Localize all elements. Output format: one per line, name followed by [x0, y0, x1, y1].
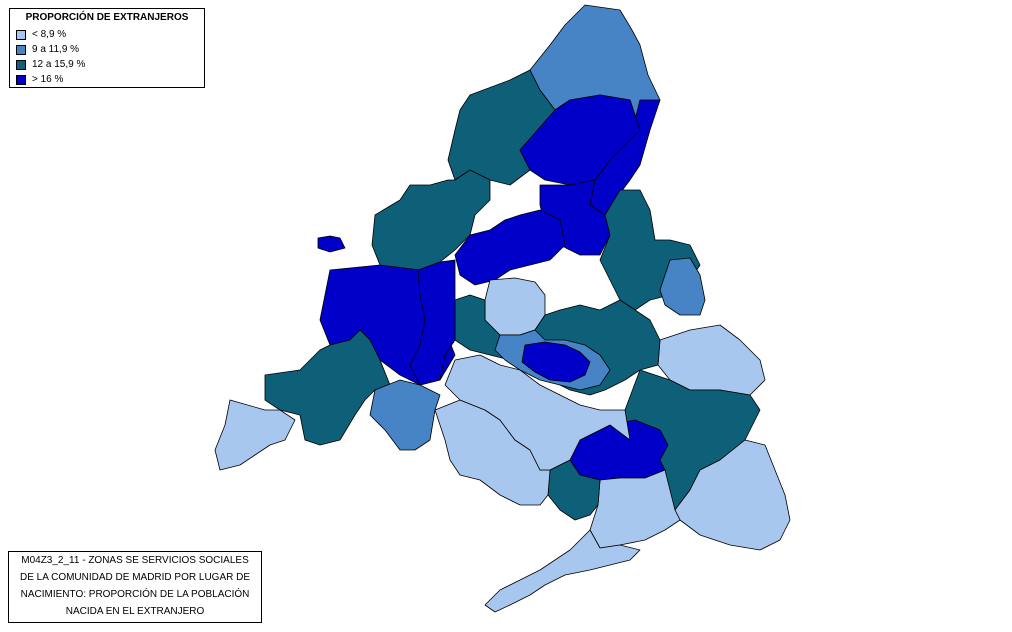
legend-label-3: 12 a 15,9 %	[32, 59, 86, 70]
region-south-teal	[547, 459, 601, 521]
region-north-west-dark	[454, 209, 566, 286]
legend-swatch-1	[16, 29, 26, 40]
legend-item-3: 12 a 15,9 %	[16, 57, 198, 72]
region-west-mid	[371, 169, 491, 271]
region-south-light	[589, 469, 681, 549]
caption-line-4: NACIDA EN EL EXTRANJERO	[65, 606, 205, 617]
region-east-light	[657, 324, 766, 396]
legend-swatch-3	[16, 59, 26, 70]
region-west-blue	[369, 379, 441, 451]
caption-line-3: NACIMIENTO: PROPORCIÓN DE LA POBLACIÓN	[20, 589, 250, 600]
caption-line-1: M04Z3_2_11 - ZONAS SE SERVICIOS SOCIALES	[21, 555, 249, 566]
legend-swatch-4	[16, 74, 26, 85]
legend-item-1: < 8,9 %	[16, 27, 198, 42]
legend-item-4: > 16 %	[16, 72, 198, 87]
region-north-centre	[519, 94, 641, 186]
legend-title: PROPORCIÓN DE EXTRANJEROS	[25, 12, 189, 23]
region-north-west-dark	[409, 259, 456, 386]
region-north-west	[447, 69, 556, 186]
region-central-metro	[521, 341, 591, 383]
legend-label-2: 9 a 11,9 %	[32, 44, 80, 55]
map-caption: M04Z3_2_11 - ZONAS SE SERVICIOS SOCIALES…	[8, 551, 262, 623]
region-south-centre-light	[444, 354, 631, 471]
legend-swatch-2	[16, 44, 26, 55]
caption-line-2: DE LA COMUNIDAD DE MADRID POR LUGAR DE	[19, 572, 251, 583]
map-legend: PROPORCIÓN DE EXTRANJEROS < 8,9 % 9 a 11…	[9, 8, 205, 88]
legend-label-4: > 16 %	[32, 74, 64, 85]
region-south-tail	[484, 529, 641, 613]
legend-label-1: < 8,9 %	[32, 29, 67, 40]
region-east-strip	[659, 257, 706, 316]
legend-item-2: 9 a 11,9 %	[16, 42, 198, 57]
region-far-west	[214, 399, 296, 471]
region-north-west-dark	[317, 235, 346, 253]
region-central-north-light	[484, 277, 546, 336]
